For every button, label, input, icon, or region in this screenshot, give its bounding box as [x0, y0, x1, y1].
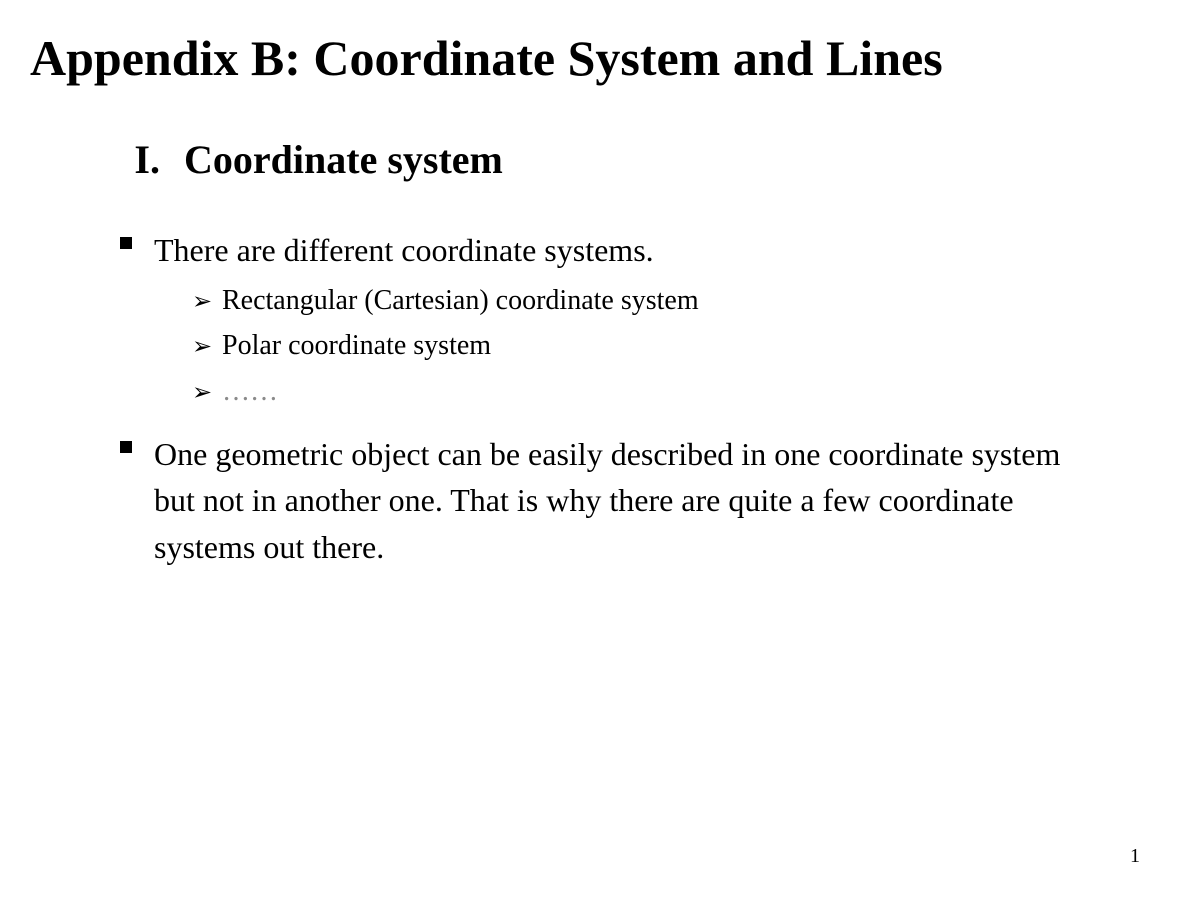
arrow-bullet-icon: ➢	[192, 329, 218, 366]
body-content: There are different coordinate systems. …	[120, 227, 1170, 571]
section-title: Coordinate system	[184, 136, 503, 183]
page-number: 1	[1130, 845, 1140, 868]
arrow-bullet-icon: ➢	[192, 284, 218, 321]
sub-item-text: Rectangular (Cartesian) coordinate syste…	[222, 279, 699, 322]
section-numeral: I.	[100, 136, 160, 183]
slide: Appendix B: Coordinate System and Lines …	[0, 0, 1200, 900]
sub-item: ➢ Polar coordinate system	[192, 324, 1170, 367]
sub-item: ➢ ……	[192, 370, 1170, 413]
sub-list: ➢ Rectangular (Cartesian) coordinate sys…	[192, 279, 1170, 413]
bullet-item: One geometric object can be easily descr…	[120, 431, 1170, 570]
square-bullet-icon	[120, 441, 132, 453]
square-bullet-icon	[120, 237, 132, 249]
bullet-text: One geometric object can be easily descr…	[154, 431, 1094, 570]
sub-item-text: Polar coordinate system	[222, 324, 491, 367]
sub-item: ➢ Rectangular (Cartesian) coordinate sys…	[192, 279, 1170, 322]
arrow-bullet-icon: ➢	[192, 375, 218, 412]
slide-title: Appendix B: Coordinate System and Lines	[30, 30, 1170, 88]
bullet-item: There are different coordinate systems.	[120, 227, 1170, 273]
section-heading: I. Coordinate system	[100, 136, 1170, 183]
sub-item-text: ……	[222, 370, 278, 413]
bullet-text: There are different coordinate systems.	[154, 227, 1094, 273]
